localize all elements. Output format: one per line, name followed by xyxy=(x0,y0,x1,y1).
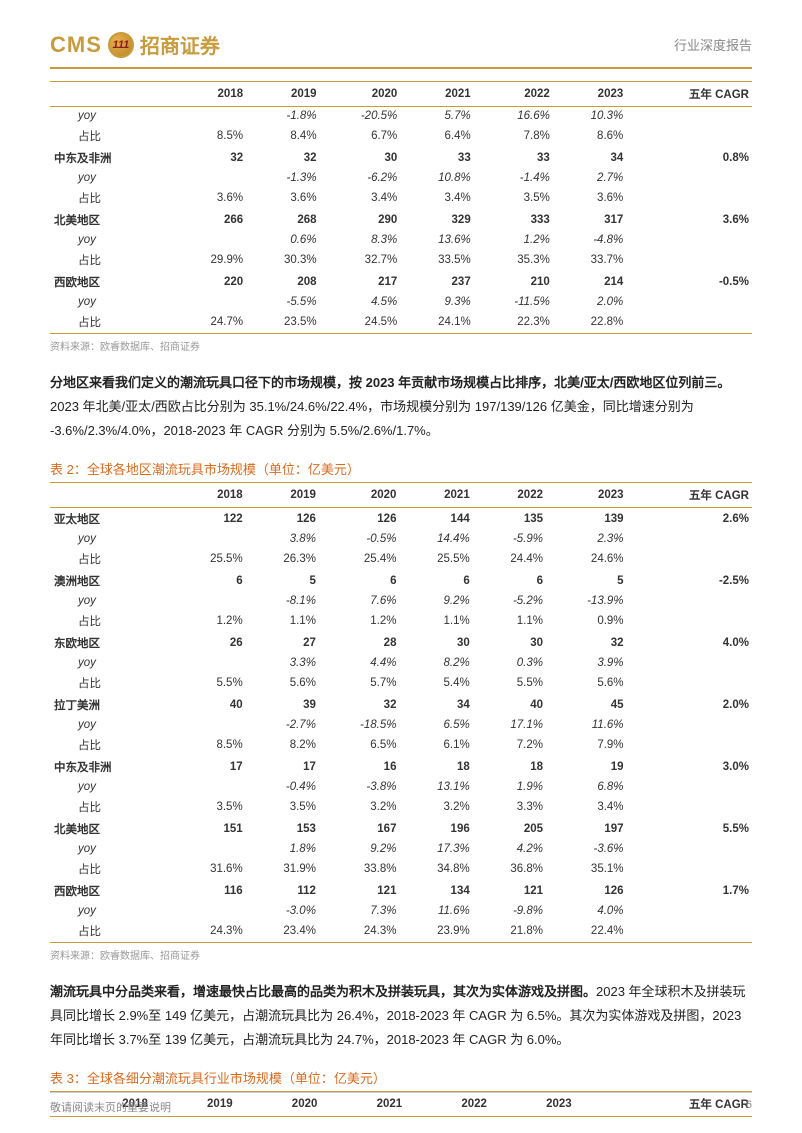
col-header: 2021 xyxy=(400,82,473,107)
table-row: yoy-1.8%-20.5%5.7%16.6%10.3% xyxy=(50,107,752,126)
col-header: 2019 xyxy=(246,483,319,508)
page-footer: 敬请阅读末页的重要说明 6 xyxy=(50,1092,752,1115)
col-header: 2023 xyxy=(546,483,627,508)
table-row: 占比8.5%8.4%6.7%6.4%7.8%8.6% xyxy=(50,125,752,147)
table-row: yoy-1.3%-6.2%10.8%-1.4%2.7% xyxy=(50,169,752,187)
table-row: 中东及非洲3232303333340.8% xyxy=(50,147,752,169)
table-row: 中东及非洲1717161818193.0% xyxy=(50,756,752,778)
col-header: 五年 CAGR xyxy=(626,82,752,107)
table-row: yoy1.8%9.2%17.3%4.2%-3.6% xyxy=(50,840,752,858)
col-header: 2022 xyxy=(474,82,553,107)
para-2-lead: 潮流玩具中分品类来看，增速最快占比最高的品类为积木及拼装玩具，其次为实体游戏及拼… xyxy=(50,984,596,999)
col-header: 2020 xyxy=(319,483,400,508)
table-row: yoy-2.7%-18.5%6.5%17.1%11.6% xyxy=(50,716,752,734)
col-header: 2018 xyxy=(172,483,245,508)
footer-disclaimer: 敬请阅读末页的重要说明 xyxy=(50,1099,171,1115)
table-1: 201820192020202120222023五年 CAGR yoy-1.8%… xyxy=(50,81,752,334)
logo-badge-icon: 111 xyxy=(108,32,134,58)
table-row: yoy-0.4%-3.8%13.1%1.9%6.8% xyxy=(50,778,752,796)
table-row: 拉丁美洲4039323440452.0% xyxy=(50,694,752,716)
table-row: 西欧地区220208217237210214-0.5% xyxy=(50,271,752,293)
table-row: 亚太地区1221261261441351392.6% xyxy=(50,508,752,531)
table-row: 占比8.5%8.2%6.5%6.1%7.2%7.9% xyxy=(50,734,752,756)
table-row: 北美地区1511531671962051975.5% xyxy=(50,818,752,840)
table-row: yoy0.6%8.3%13.6%1.2%-4.8% xyxy=(50,231,752,249)
table-row: yoy-3.0%7.3%11.6%-9.8%4.0% xyxy=(50,902,752,920)
col-header: 2019 xyxy=(246,82,319,107)
table-2-source: 资料来源：欧睿数据库、招商证券 xyxy=(50,947,752,962)
col-header: 2022 xyxy=(473,483,546,508)
paragraph-1: 分地区来看我们定义的潮流玩具口径下的市场规模，按 2023 年贡献市场规模占比排… xyxy=(50,371,752,443)
col-header: 2021 xyxy=(399,483,472,508)
table-row: 占比3.6%3.6%3.4%3.4%3.5%3.6% xyxy=(50,187,752,209)
page-header: CMS 111 招商证券 行业深度报告 xyxy=(50,30,752,69)
page-number: 6 xyxy=(746,1099,752,1115)
table-row: 西欧地区1161121211341211261.7% xyxy=(50,880,752,902)
table-row: 占比3.5%3.5%3.2%3.2%3.3%3.4% xyxy=(50,796,752,818)
col-header: 2020 xyxy=(320,82,401,107)
table-row: 占比1.2%1.1%1.2%1.1%1.1%0.9% xyxy=(50,610,752,632)
paragraph-2: 潮流玩具中分品类来看，增速最快占比最高的品类为积木及拼装玩具，其次为实体游戏及拼… xyxy=(50,980,752,1052)
logo-cms-text: CMS xyxy=(50,32,102,58)
col-header: 2018 xyxy=(173,82,246,107)
col-header: 五年 CAGR xyxy=(627,483,752,508)
col-header xyxy=(50,82,173,107)
table-row: 占比5.5%5.6%5.7%5.4%5.5%5.6% xyxy=(50,672,752,694)
table-2: 201820192020202120222023五年 CAGR 亚太地区1221… xyxy=(50,482,752,943)
logo-area: CMS 111 招商证券 xyxy=(50,30,220,59)
table-row: 占比29.9%30.3%32.7%33.5%35.3%33.7% xyxy=(50,249,752,271)
table-row: yoy-8.1%7.6%9.2%-5.2%-13.9% xyxy=(50,592,752,610)
table-2-title: 表 2：全球各地区潮流玩具市场规模（单位：亿美元） xyxy=(50,459,752,478)
table-row: 北美地区2662682903293333173.6% xyxy=(50,209,752,231)
table-row: 占比24.3%23.4%24.3%23.9%21.8%22.4% xyxy=(50,920,752,943)
table-row: yoy3.3%4.4%8.2%0.3%3.9% xyxy=(50,654,752,672)
table-row: 东欧地区2627283030324.0% xyxy=(50,632,752,654)
col-header: 2023 xyxy=(553,82,626,107)
table-1-source: 资料来源：欧睿数据库、招商证券 xyxy=(50,338,752,353)
report-type-label: 行业深度报告 xyxy=(674,35,752,54)
para-1-rest: 2023 年北美/亚太/西欧占比分别为 35.1%/24.6%/22.4%，市场… xyxy=(50,399,694,438)
table-row: 占比24.7%23.5%24.5%24.1%22.3%22.8% xyxy=(50,311,752,334)
logo-cn-text: 招商证券 xyxy=(140,30,220,59)
table-row: yoy-5.5%4.5%9.3%-11.5%2.0% xyxy=(50,293,752,311)
table-row: 占比25.5%26.3%25.4%25.5%24.4%24.6% xyxy=(50,548,752,570)
table-row: yoy3.8%-0.5%14.4%-5.9%2.3% xyxy=(50,530,752,548)
table-row: 占比31.6%31.9%33.8%34.8%36.8%35.1% xyxy=(50,858,752,880)
col-header xyxy=(50,483,172,508)
table-3-title: 表 3：全球各细分潮流玩具行业市场规模（单位：亿美元） xyxy=(50,1068,752,1087)
table-row: 澳洲地区656665-2.5% xyxy=(50,570,752,592)
para-1-lead: 分地区来看我们定义的潮流玩具口径下的市场规模，按 2023 年贡献市场规模占比排… xyxy=(50,375,730,390)
